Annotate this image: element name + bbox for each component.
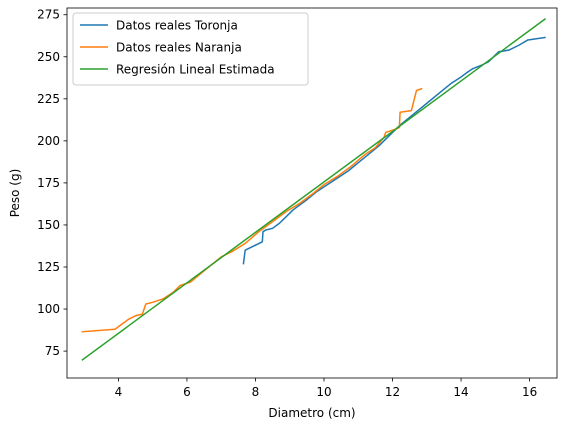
axes-frame [66, 7, 558, 379]
x-tick-label: 10 [316, 385, 331, 399]
x-tick-label: 14 [453, 385, 468, 399]
series-layer [81, 18, 547, 361]
legend-label-1: Datos reales Toronja [116, 19, 238, 33]
x-axis-ticks: 4 6 8 10 12 14 16 [115, 378, 537, 399]
y-tick-label: 100 [37, 302, 60, 316]
y-tick-label: 175 [37, 176, 60, 190]
y-tick-label: 125 [37, 260, 60, 274]
x-tick-label: 16 [522, 385, 537, 399]
y-axis-ticks: 75 100 125 150 175 200 225 250 275 [37, 8, 67, 358]
y-axis-title: Peso (g) [8, 169, 22, 218]
legend-box [72, 12, 309, 86]
legend: Datos reales Toronja Datos reales Naranja… [72, 12, 309, 86]
legend-label-3: Regresión Lineal Estimada [116, 63, 275, 77]
y-tick-label: 150 [37, 218, 60, 232]
series-line-1 [242, 36, 546, 265]
y-tick-label: 275 [37, 8, 60, 22]
series-line-3 [81, 18, 547, 361]
y-tick-label: 200 [37, 134, 60, 148]
x-axis-title: Diametro (cm) [268, 406, 355, 420]
y-tick-label: 225 [37, 92, 60, 106]
x-tick-label: 4 [115, 385, 123, 399]
x-tick-label: 8 [252, 385, 260, 399]
x-tick-label: 12 [385, 385, 400, 399]
series-line-2 [81, 87, 423, 333]
y-tick-label: 250 [37, 50, 60, 64]
legend-label-2: Datos reales Naranja [116, 41, 242, 55]
x-tick-label: 6 [183, 385, 191, 399]
y-tick-label: 75 [45, 344, 60, 358]
